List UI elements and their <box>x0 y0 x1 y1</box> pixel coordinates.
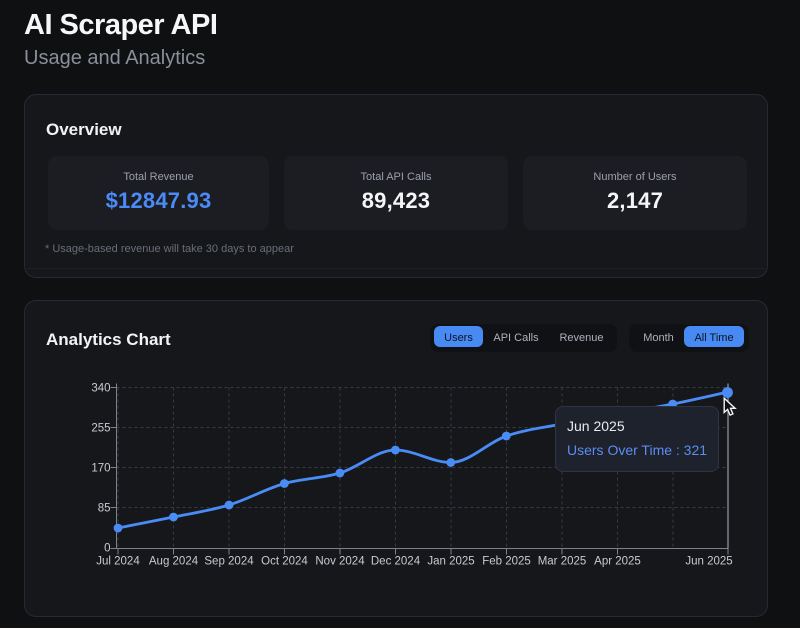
svg-text:Mar 2025: Mar 2025 <box>538 556 587 568</box>
svg-text:Dec 2024: Dec 2024 <box>371 556 421 568</box>
svg-text:0: 0 <box>104 543 110 555</box>
svg-text:Apr 2025: Apr 2025 <box>594 556 641 568</box>
svg-text:Oct 2024: Oct 2024 <box>261 556 308 568</box>
svg-text:255: 255 <box>91 423 110 435</box>
svg-text:Feb 2025: Feb 2025 <box>482 556 531 568</box>
svg-text:Aug 2024: Aug 2024 <box>149 556 199 568</box>
svg-text:Jan 2025: Jan 2025 <box>427 556 474 568</box>
svg-text:340: 340 <box>91 383 110 395</box>
svg-text:Jun 2025: Jun 2025 <box>685 556 732 568</box>
svg-text:Jul 2024: Jul 2024 <box>96 556 140 568</box>
svg-text:170: 170 <box>91 463 110 475</box>
svg-text:Sep 2024: Sep 2024 <box>204 556 254 568</box>
svg-text:Nov 2024: Nov 2024 <box>315 556 365 568</box>
svg-text:85: 85 <box>98 503 111 515</box>
